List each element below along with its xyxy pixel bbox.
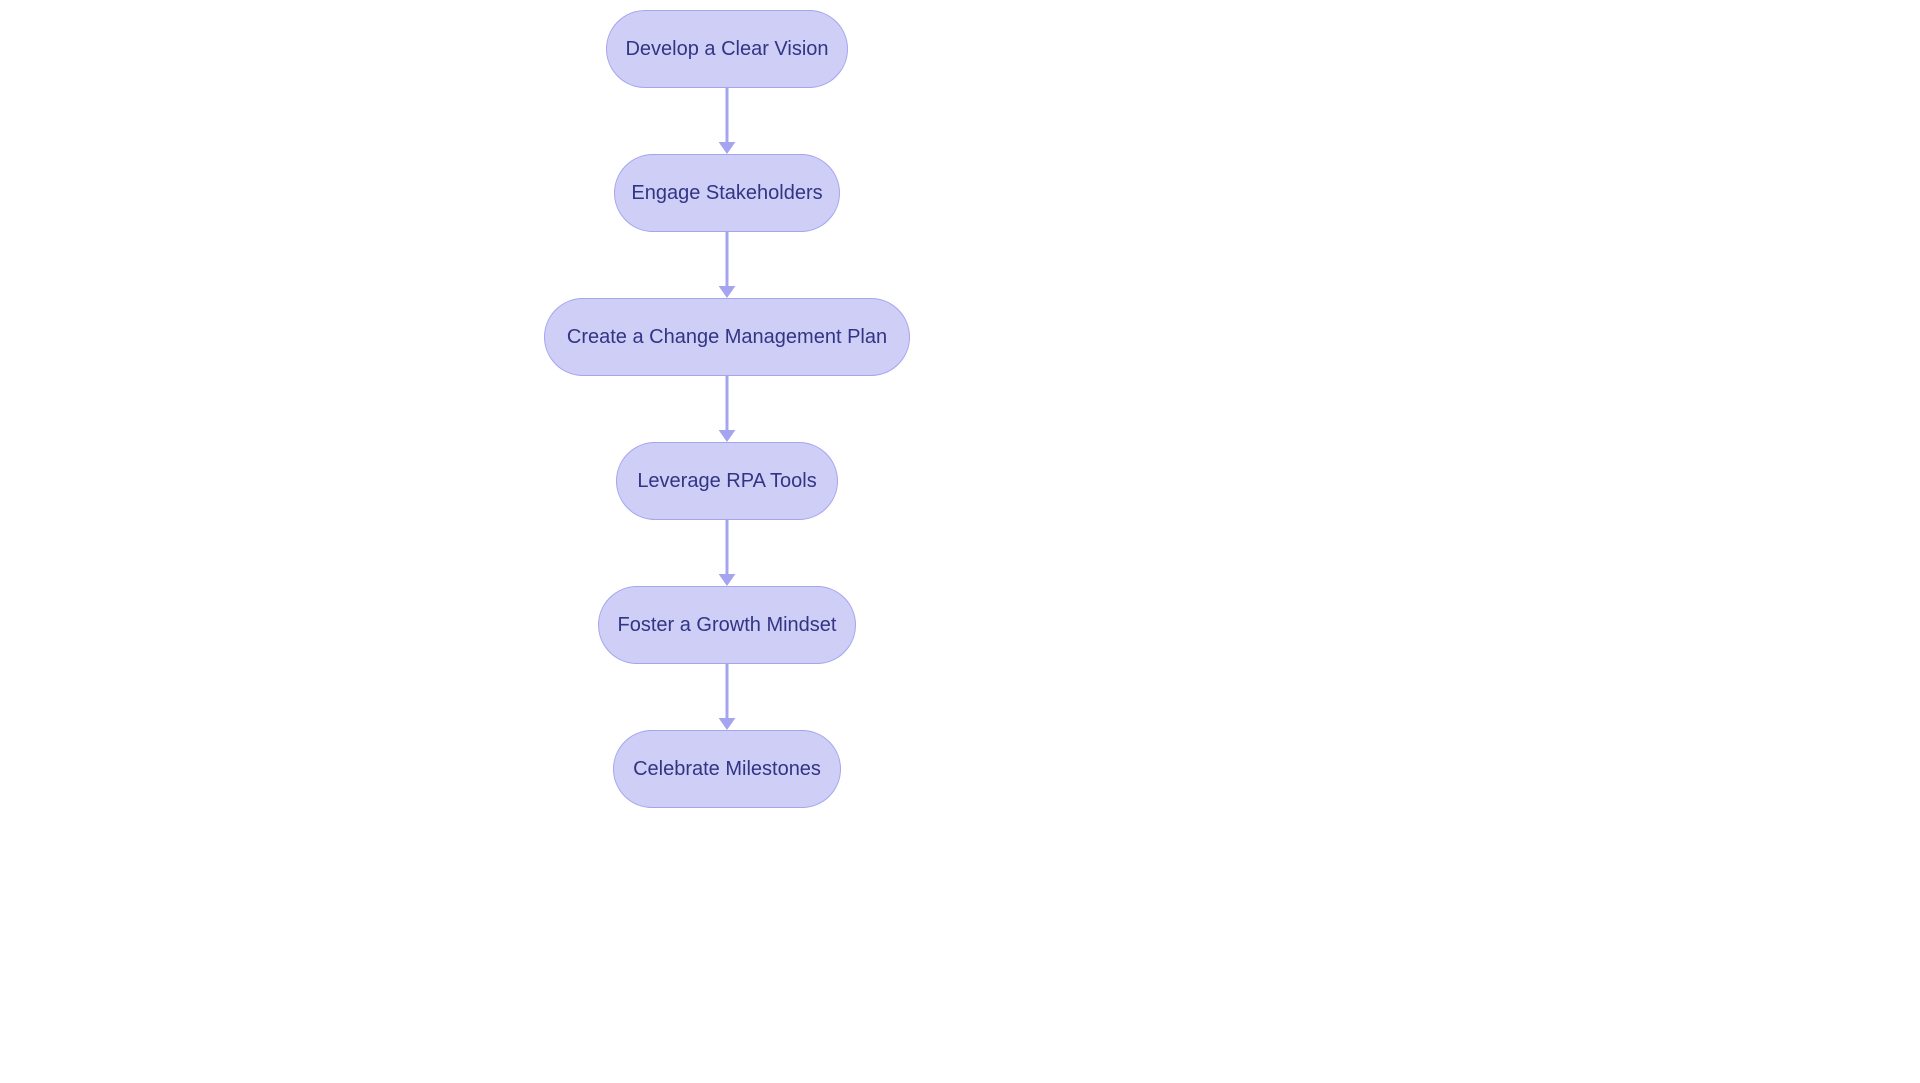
flowchart-arrow-5	[713, 664, 741, 730]
flowchart-node-label: Develop a Clear Vision	[625, 38, 828, 61]
flowchart-arrow-1	[713, 88, 741, 154]
flowchart-node-6: Celebrate Milestones	[613, 730, 841, 808]
flowchart-node-4: Leverage RPA Tools	[616, 442, 838, 520]
flowchart-node-5: Foster a Growth Mindset	[598, 586, 856, 664]
flowchart-arrow-4	[713, 520, 741, 586]
flowchart-container: Develop a Clear Vision Engage Stakeholder…	[0, 0, 1920, 1083]
flowchart-node-1: Develop a Clear Vision	[606, 10, 848, 88]
flowchart-node-label: Engage Stakeholders	[631, 182, 822, 205]
flowchart-arrow-3	[713, 376, 741, 442]
flowchart-node-label: Celebrate Milestones	[633, 758, 821, 781]
flowchart-node-3: Create a Change Management Plan	[544, 298, 910, 376]
flowchart-node-label: Leverage RPA Tools	[637, 470, 816, 493]
flowchart-node-label: Create a Change Management Plan	[567, 326, 887, 349]
flowchart-node-2: Engage Stakeholders	[614, 154, 840, 232]
flowchart-arrow-2	[713, 232, 741, 298]
flowchart-node-label: Foster a Growth Mindset	[618, 614, 837, 637]
